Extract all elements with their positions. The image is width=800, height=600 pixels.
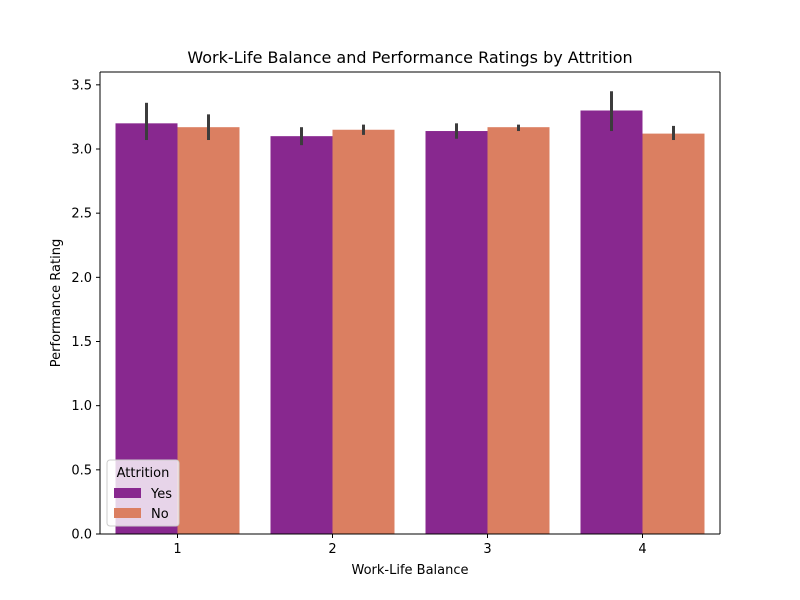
chart-title: Work-Life Balance and Performance Rating… bbox=[187, 48, 632, 67]
bar-no-1 bbox=[177, 127, 240, 534]
x-tick-label: 3 bbox=[483, 542, 491, 557]
x-tick-label: 4 bbox=[638, 542, 646, 557]
y-tick-label: 0.5 bbox=[71, 463, 92, 478]
x-axis-label: Work-Life Balance bbox=[351, 563, 468, 578]
error-bars-layer bbox=[145, 91, 675, 146]
x-ticks: 1 2 3 4 bbox=[173, 534, 647, 557]
legend-swatch-no bbox=[114, 508, 141, 518]
y-ticks: 0.0 0.5 1.0 1.5 2.0 2.5 3.0 3.5 bbox=[71, 78, 100, 543]
bars-layer bbox=[115, 110, 705, 535]
bar-no-3 bbox=[487, 127, 550, 534]
y-tick-label: 2.0 bbox=[71, 271, 92, 286]
legend-swatch-yes bbox=[114, 488, 141, 498]
y-tick-label: 3.5 bbox=[71, 78, 92, 93]
y-tick-label: 0.0 bbox=[71, 528, 92, 543]
legend: Attrition Yes No bbox=[106, 459, 180, 527]
bar-no-4 bbox=[642, 133, 705, 534]
x-tick-label: 2 bbox=[328, 542, 336, 557]
bar-yes-3 bbox=[425, 131, 488, 535]
legend-label-no: No bbox=[151, 507, 169, 522]
bar-no-2 bbox=[332, 129, 395, 534]
x-tick-label: 1 bbox=[173, 542, 181, 557]
legend-label-yes: Yes bbox=[150, 487, 172, 502]
y-tick-label: 1.5 bbox=[71, 335, 92, 350]
y-tick-label: 2.5 bbox=[71, 207, 92, 222]
bar-yes-2 bbox=[270, 136, 333, 534]
y-axis-label: Performance Rating bbox=[49, 239, 64, 367]
y-tick-label: 3.0 bbox=[71, 143, 92, 158]
y-tick-label: 1.0 bbox=[71, 399, 92, 414]
bar-yes-4 bbox=[580, 110, 643, 534]
legend-title: Attrition bbox=[117, 466, 170, 481]
